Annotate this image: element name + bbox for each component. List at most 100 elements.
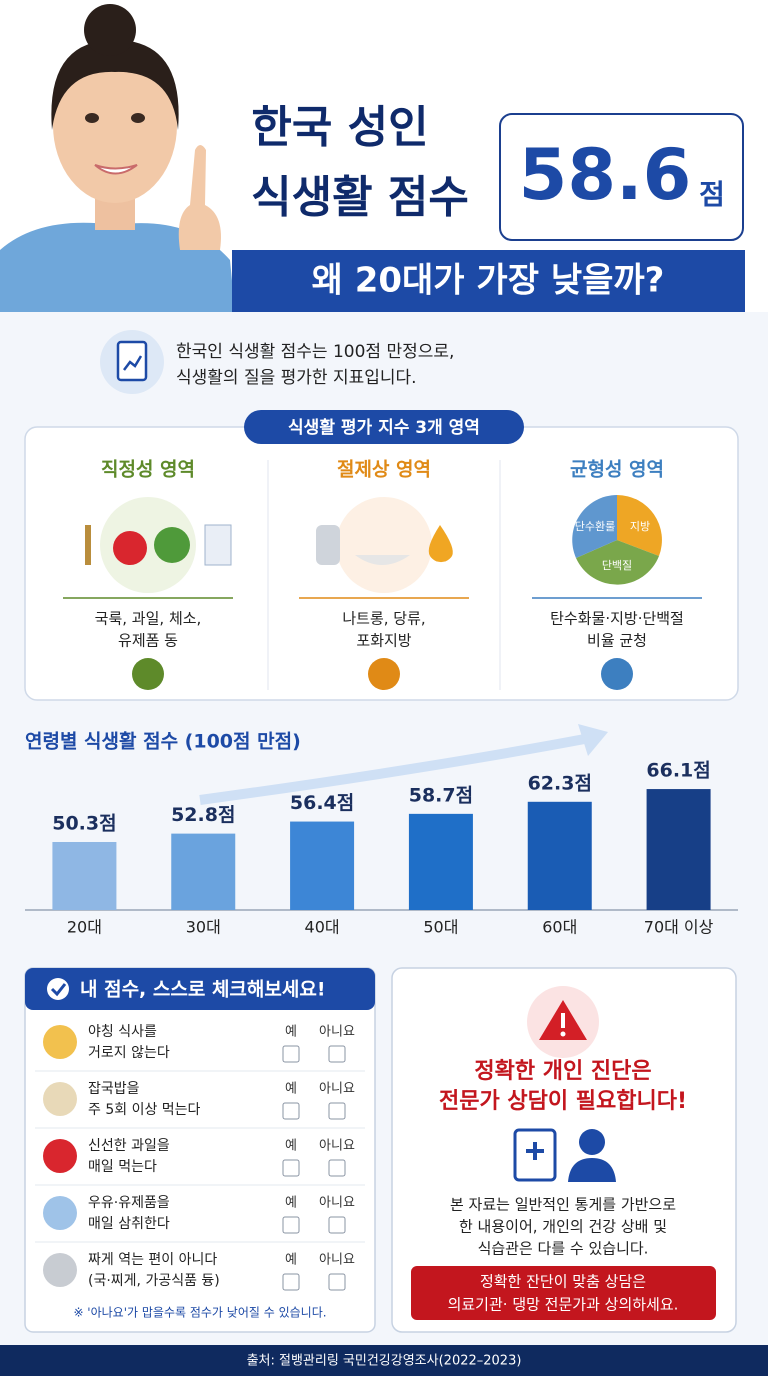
oil-icon — [428, 525, 453, 563]
doctor-head — [579, 1129, 605, 1155]
x-tick-label: 70대 이상 — [644, 918, 714, 937]
row-icon — [43, 1253, 77, 1287]
yes-label: 예 — [285, 1025, 297, 1040]
notice-callout-text: 정확한 잔단이 맞춤 상담은 — [480, 1273, 646, 1291]
check-item: 매일 먹는다 — [88, 1159, 157, 1175]
pie-label: 단백질 — [602, 559, 632, 572]
notice-callout-text: 의료기관· 댕망 전문가과 상의하세요. — [448, 1296, 679, 1314]
x-tick-label: 20대 — [67, 918, 102, 937]
area-desc: 포화지방 — [356, 632, 411, 650]
no-label: 아니요 — [319, 1082, 355, 1097]
area-badge — [601, 658, 633, 690]
doctor-body — [568, 1158, 616, 1182]
trend-arrow-head — [578, 724, 608, 756]
chart-title: 연령별 식생활 점수 (100점 만점) — [25, 731, 301, 753]
icon-bg — [100, 497, 196, 593]
row-icon — [43, 1025, 77, 1059]
checkbox[interactable] — [328, 1273, 346, 1291]
check-item: 거로지 않는다 — [88, 1045, 170, 1061]
value-label: 56.4점 — [290, 792, 354, 814]
bar — [290, 821, 355, 910]
notice-title: 정확한 개인 진단은 — [474, 1059, 651, 1084]
check-item: 주 5회 이상 먹는다 — [88, 1102, 201, 1118]
score-box — [499, 113, 744, 241]
row-icon — [43, 1082, 77, 1116]
milk-icon — [204, 524, 232, 566]
area-desc: 비율 균청 — [587, 632, 647, 650]
trend-arrow — [199, 733, 591, 805]
area-title: 절제상 영역 — [337, 459, 431, 481]
area-badge — [132, 658, 164, 690]
yes-label: 예 — [285, 1253, 297, 1268]
apple-icon — [113, 531, 147, 565]
yes-label: 예 — [285, 1139, 297, 1154]
footer-bg — [0, 1345, 768, 1376]
source-text: 출처: 절뱅관리링 국민건깅강영조사(2022–2023) — [247, 1354, 522, 1369]
intro-icon — [116, 340, 148, 382]
greens-icon — [154, 527, 190, 563]
bar — [408, 813, 473, 910]
pie-slice — [572, 495, 617, 558]
checkbox[interactable] — [282, 1045, 300, 1063]
no-label: 아니요 — [319, 1253, 355, 1268]
check-item: 짜게 역는 편이 아니다 — [88, 1252, 217, 1268]
checkbox[interactable] — [328, 1045, 346, 1063]
pie-slice — [617, 495, 662, 556]
check-mark — [50, 983, 67, 997]
title-line: 식생활 점수 — [251, 172, 469, 223]
checklist-header — [25, 968, 375, 1010]
checklist-title: 내 점수, 스스로 체크해보세요! — [80, 979, 326, 1001]
notice-title: 전문가 상담이 필요합니다! — [439, 1088, 687, 1114]
check-item: (국·찌게, 가공식품 듕) — [88, 1273, 220, 1289]
intro-text: 한국인 식생활 점수는 100점 만정으로, — [176, 342, 454, 362]
salt-icon — [316, 525, 340, 565]
bar — [52, 841, 117, 910]
value-label: 58.7점 — [409, 784, 473, 806]
pie-slice — [576, 540, 659, 585]
value-label: 52.8점 — [171, 804, 235, 826]
no-label: 아니요 — [319, 1025, 355, 1040]
area-desc: 나트롱, 당류, — [342, 610, 425, 628]
notice-body: 한 내용이어, 개인의 건강 상배 및 — [459, 1218, 667, 1236]
title-line: 한국 성인 — [251, 102, 428, 153]
bar — [527, 801, 592, 910]
pie-label: 지방 — [630, 520, 650, 533]
check-item: 신선한 과일을 — [88, 1138, 170, 1154]
pie-label: 단수환룰 — [575, 520, 615, 533]
bar — [646, 789, 711, 910]
checkbox[interactable] — [328, 1159, 346, 1177]
checkbox[interactable] — [282, 1102, 300, 1120]
area-badge — [368, 658, 400, 690]
no-label: 아니요 — [319, 1139, 355, 1154]
cross-icon — [526, 1142, 544, 1160]
check-item: 매일 삼취한다 — [88, 1216, 170, 1232]
x-tick-label: 60대 — [542, 918, 577, 937]
row-icon — [43, 1196, 77, 1230]
notice-body: 식습관은 다를 수 있습니다. — [478, 1240, 649, 1258]
score-value: 58.6 — [519, 134, 692, 216]
check-icon — [47, 978, 69, 1000]
warning-dot — [560, 1031, 566, 1037]
yes-label: 예 — [285, 1196, 297, 1211]
x-tick-label: 50대 — [423, 918, 458, 937]
x-tick-label: 40대 — [305, 918, 340, 937]
areas-pill — [244, 410, 524, 444]
areas-title: 식생활 평가 지수 3개 영역 — [288, 417, 480, 438]
checkbox[interactable] — [328, 1216, 346, 1234]
question-text: 왜 20대가 가장 낮을까? — [312, 261, 665, 301]
checkbox[interactable] — [282, 1159, 300, 1177]
checkbox[interactable] — [328, 1102, 346, 1120]
value-label: 62.3점 — [528, 772, 592, 794]
row-icon — [43, 1139, 77, 1173]
x-tick-label: 30대 — [186, 918, 221, 937]
value-label: 66.1점 — [646, 760, 710, 782]
area-title: 직정성 영역 — [101, 459, 195, 481]
checkbox[interactable] — [282, 1273, 300, 1291]
intro-text: 식생활의 질을 평가한 지표입니다. — [176, 368, 417, 388]
score-unit: 점 — [699, 178, 725, 211]
notice-box — [391, 967, 737, 1333]
checkbox[interactable] — [282, 1216, 300, 1234]
area-desc: 국룩, 과일, 체소, — [95, 610, 202, 628]
